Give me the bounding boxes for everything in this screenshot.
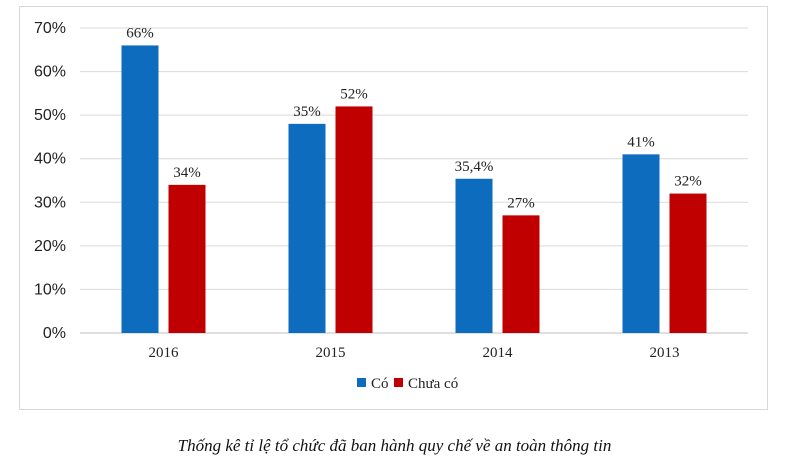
bar-chart: 0% 10% 20% 30% 40% 50% 60% 70% 66% 34% 35% 52% 35,4… xyxy=(34,20,748,392)
y-tick-label: 20% xyxy=(34,238,66,255)
x-axis-ticks: 2016 2015 2014 2013 xyxy=(149,345,680,361)
bar-2013-chua-co xyxy=(669,193,707,333)
figure-caption: Thống kê tỉ lệ tổ chức đã ban hành quy c… xyxy=(177,436,612,455)
y-tick-label: 30% xyxy=(34,194,66,211)
x-tick-label: 2013 xyxy=(650,345,680,361)
x-tick-label: 2016 xyxy=(149,345,180,361)
data-label: 52% xyxy=(340,86,368,102)
legend-swatch xyxy=(357,378,366,387)
bar-2016-co xyxy=(121,45,159,334)
data-label: 32% xyxy=(674,174,702,190)
y-tick-label: 0% xyxy=(43,325,66,342)
data-label: 27% xyxy=(507,195,535,211)
bar-2013-co xyxy=(622,154,660,333)
y-axis-ticks: 0% 10% 20% 30% 40% 50% 60% 70% xyxy=(34,20,66,342)
legend-label: Có xyxy=(371,376,389,392)
x-tick-label: 2014 xyxy=(483,345,514,361)
y-tick-label: 60% xyxy=(34,64,66,81)
y-tick-label: 40% xyxy=(34,151,66,168)
data-label: 35% xyxy=(293,104,321,120)
data-labels: 66% 34% 35% 52% 35,4% 27% 41% 32% xyxy=(126,25,702,211)
bar-2016-chua-co xyxy=(168,184,206,333)
legend: Có Chưa có xyxy=(357,376,458,392)
legend-label: Chưa có xyxy=(408,376,458,392)
x-tick-label: 2015 xyxy=(316,345,346,361)
y-tick-label: 70% xyxy=(34,20,66,37)
bar-2014-chua-co xyxy=(502,215,540,333)
bar-2015-chua-co xyxy=(335,106,373,333)
data-label: 34% xyxy=(173,165,201,181)
data-label: 66% xyxy=(126,25,154,41)
bars xyxy=(121,45,707,334)
bar-2014-co xyxy=(455,178,493,333)
bar-2015-co xyxy=(288,123,326,333)
y-tick-label: 10% xyxy=(34,281,66,298)
y-tick-label: 50% xyxy=(34,107,66,124)
legend-swatch xyxy=(394,378,403,387)
data-label: 35,4% xyxy=(455,159,494,175)
data-label: 41% xyxy=(627,134,655,150)
